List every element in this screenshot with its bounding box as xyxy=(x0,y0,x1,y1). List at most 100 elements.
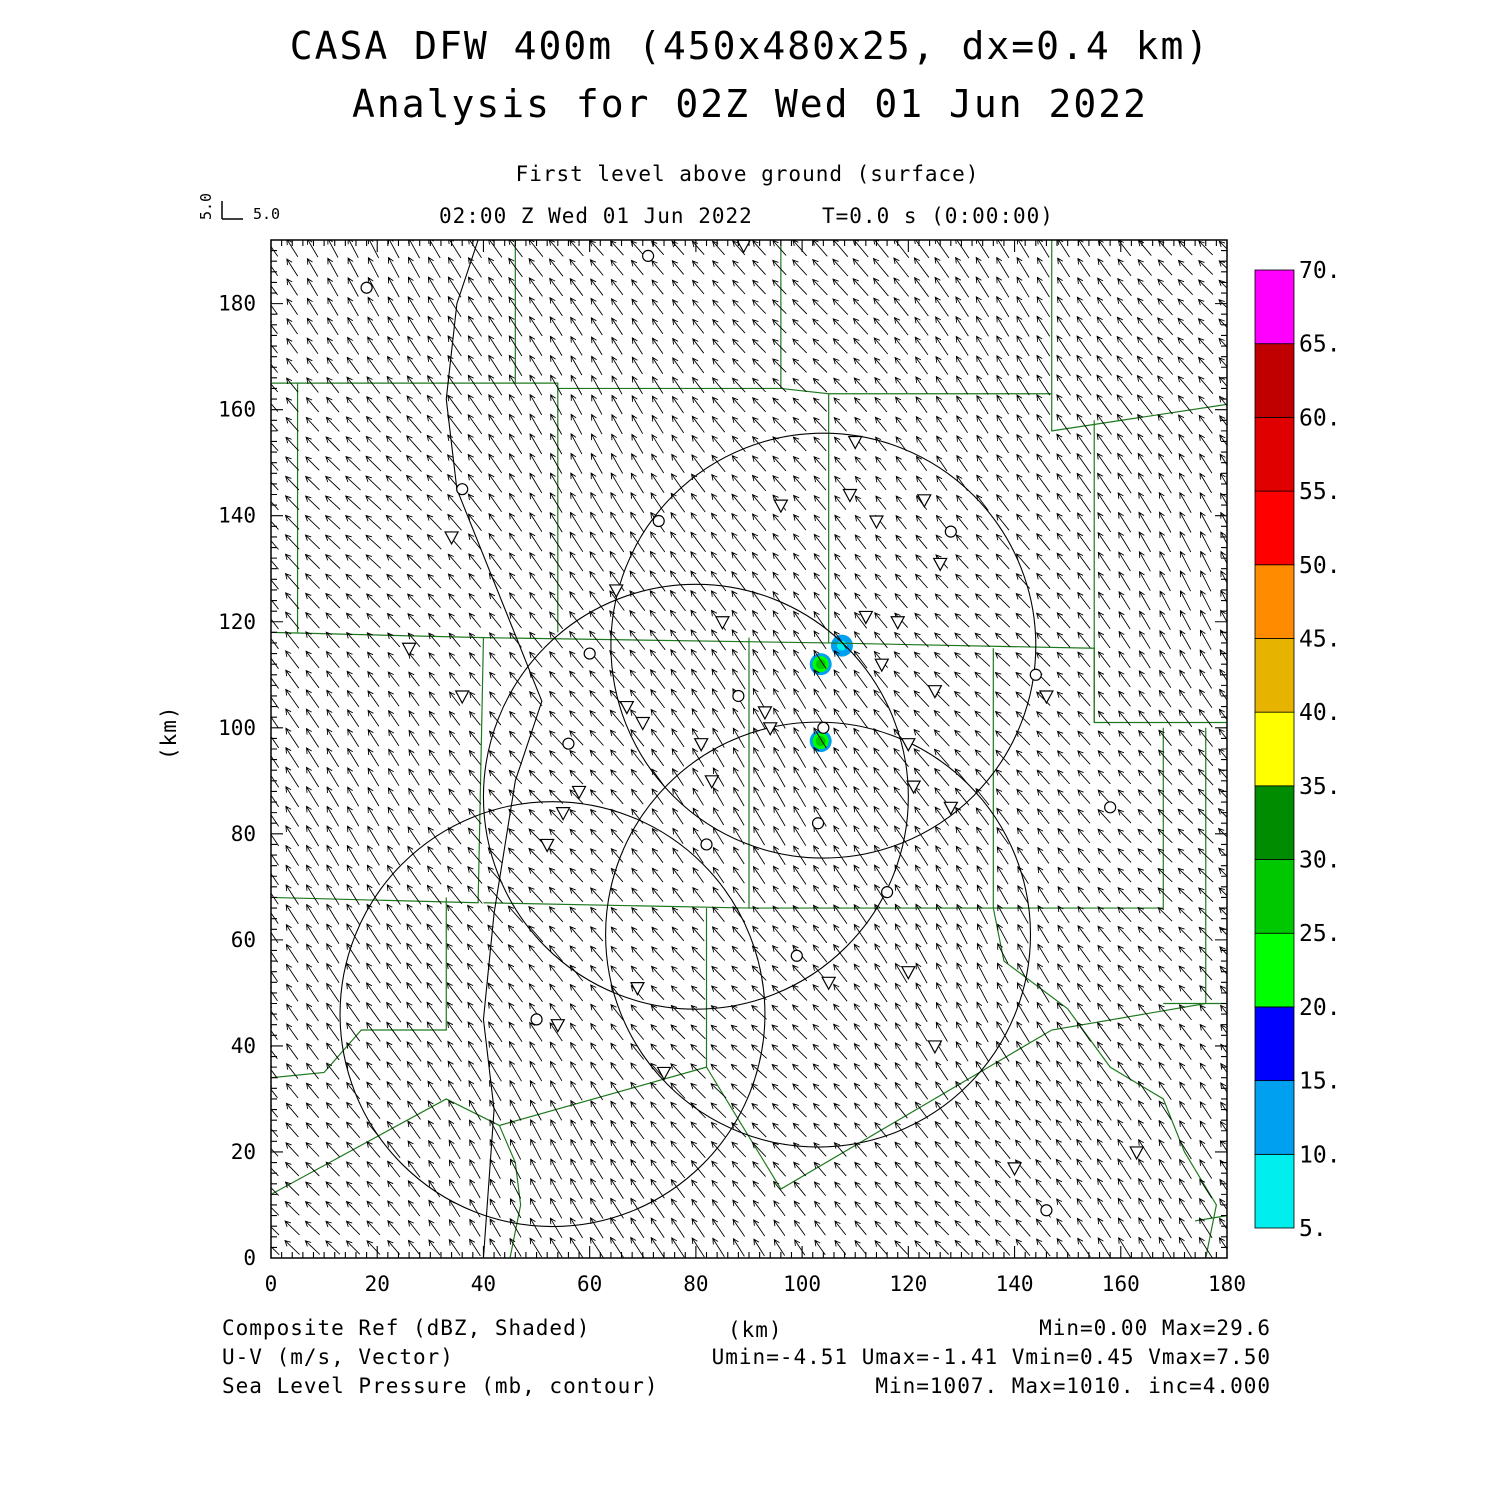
colorbar-swatch xyxy=(1254,785,1295,860)
colorbar-swatch xyxy=(1254,1153,1295,1229)
x-tick-label: 120 xyxy=(889,1272,927,1296)
station-triangle-icon xyxy=(619,700,635,715)
colorbar-label: 30. xyxy=(1299,848,1341,874)
colorbar-swatch xyxy=(1254,1080,1295,1155)
colorbar-label: 35. xyxy=(1299,774,1341,800)
station-triangle-icon xyxy=(704,775,720,790)
wind-vectors xyxy=(271,240,1227,1258)
station-triangle-icon xyxy=(454,690,470,705)
pressure-contours xyxy=(445,240,543,1258)
reflectivity-cell xyxy=(809,653,832,676)
level-label: First level above ground (surface) xyxy=(515,162,980,186)
colorbar-label: 55. xyxy=(1299,479,1341,505)
station-circle-icon xyxy=(944,525,957,538)
legend-pressure-range: Min=1007. Max=1010. inc=4.000 xyxy=(875,1374,1271,1398)
station-triangle-icon xyxy=(635,716,651,731)
x-axis-label: (km) xyxy=(728,1318,783,1342)
colorbar-label: 60. xyxy=(1299,405,1341,431)
legend-vector-range: Umin=-4.51 Umax=-1.41 Vmin=0.45 Vmax=7.5… xyxy=(711,1345,1271,1369)
station-circle-icon xyxy=(1104,801,1117,814)
station-circle-icon xyxy=(817,721,830,734)
reference-vector-icon xyxy=(221,201,243,220)
station-triangle-icon xyxy=(821,976,837,991)
county-line xyxy=(1051,393,1227,432)
station-triangle-icon xyxy=(550,1019,566,1033)
colorbar: 5. 10. 15. 20. 25. 30. 35. 40. 45. 50. 55. 60. 65. 70… xyxy=(1254,258,1341,1242)
colorbar-label: 40. xyxy=(1299,700,1341,726)
station-circle-icon xyxy=(360,281,373,294)
county-line xyxy=(271,908,708,1195)
y-tick-label: 100 xyxy=(218,716,256,740)
colorbar-label: 45. xyxy=(1299,626,1341,652)
y-tick-label: 20 xyxy=(231,1140,256,1164)
station-circle-icon xyxy=(1029,668,1042,681)
colorbar-swatch xyxy=(1254,638,1295,713)
y-tick-label: 120 xyxy=(218,610,256,634)
station-triangle-icon xyxy=(1007,1162,1023,1177)
legend-vectors: U-V (m/s, Vector) xyxy=(222,1345,454,1369)
station-triangle-icon xyxy=(539,838,555,853)
county-line xyxy=(515,382,559,633)
colorbar-label: 15. xyxy=(1299,1069,1341,1095)
colorbar-swatch xyxy=(1254,932,1295,1008)
ref-vector-u-label: 5.0 xyxy=(253,205,281,223)
colorbar-label: 5. xyxy=(1299,1216,1327,1242)
station-triangle-icon xyxy=(890,616,906,631)
station-circle-icon xyxy=(641,249,655,263)
station-triangle-icon xyxy=(773,499,789,514)
radar-range-ring xyxy=(605,721,1032,1148)
county-line xyxy=(498,1125,522,1258)
station-circle-icon xyxy=(811,817,825,830)
radar-range-rings xyxy=(339,432,1037,1228)
valid-time: 02:00 Z Wed 01 Jun 2022 xyxy=(439,204,753,228)
station-circle-icon xyxy=(880,886,894,899)
radar-range-ring xyxy=(339,801,766,1228)
station-triangle-icon xyxy=(900,966,916,980)
title-line1: CASA DFW 400m (450x480x25, dx=0.4 km) xyxy=(289,24,1211,68)
station-triangle-icon xyxy=(1038,690,1054,705)
time-stamp: T=0.0 s (0:00:00) xyxy=(822,204,1054,228)
station-triangle-icon xyxy=(693,738,709,752)
x-tick-label: 40 xyxy=(471,1272,496,1296)
county-line xyxy=(993,727,1164,909)
colorbar-label: 70. xyxy=(1299,258,1341,284)
x-tick-label: 100 xyxy=(783,1272,821,1296)
y-tick-label: 80 xyxy=(231,822,256,846)
station-circle-icon xyxy=(583,647,596,660)
county-line xyxy=(992,907,1218,1258)
colorbar-swatch xyxy=(1254,269,1295,345)
station-triangle-icon xyxy=(868,515,884,530)
tick-marks xyxy=(270,239,1228,1259)
station-triangle-icon xyxy=(927,685,943,699)
colorbar-swatch xyxy=(1254,859,1295,934)
legend-reflectivity-range: Min=0.00 Max=29.6 xyxy=(1039,1316,1271,1340)
axis-ticks: 0 20 40 60 80 100 120 140 160 180 0 20 40 60 80 100 120 1… xyxy=(218,239,1246,1296)
y-tick-label: 180 xyxy=(218,292,256,316)
colorbar-label: 20. xyxy=(1299,995,1341,1021)
station-triangle-icon xyxy=(608,584,624,599)
station-triangle-icon xyxy=(842,488,858,503)
y-tick-label: 160 xyxy=(218,398,256,422)
ref-vector-v-label: 5.0 xyxy=(197,192,215,220)
radar-range-ring xyxy=(610,432,1037,859)
county-line xyxy=(705,727,1207,1190)
station-triangle-icon xyxy=(629,981,645,996)
colorbar-swatch xyxy=(1254,1006,1295,1082)
station-circle-icon xyxy=(732,689,745,703)
colorbar-label: 25. xyxy=(1299,921,1341,947)
y-tick-label: 0 xyxy=(243,1246,256,1270)
station-circle-icon xyxy=(1040,1204,1053,1217)
radar-range-ring xyxy=(482,583,909,1010)
x-tick-label: 20 xyxy=(365,1272,390,1296)
station-triangle-icon xyxy=(555,807,571,821)
x-tick-label: 140 xyxy=(996,1272,1034,1296)
legend-pressure: Sea Level Pressure (mb, contour) xyxy=(222,1374,659,1398)
county-line xyxy=(271,637,485,904)
x-tick-label: 60 xyxy=(577,1272,602,1296)
station-triangle-icon xyxy=(906,780,922,795)
station-triangle-icon xyxy=(736,240,752,254)
colorbar-label: 65. xyxy=(1299,332,1341,358)
station-triangle-icon xyxy=(571,785,587,800)
station-circle-icon xyxy=(530,1013,543,1026)
